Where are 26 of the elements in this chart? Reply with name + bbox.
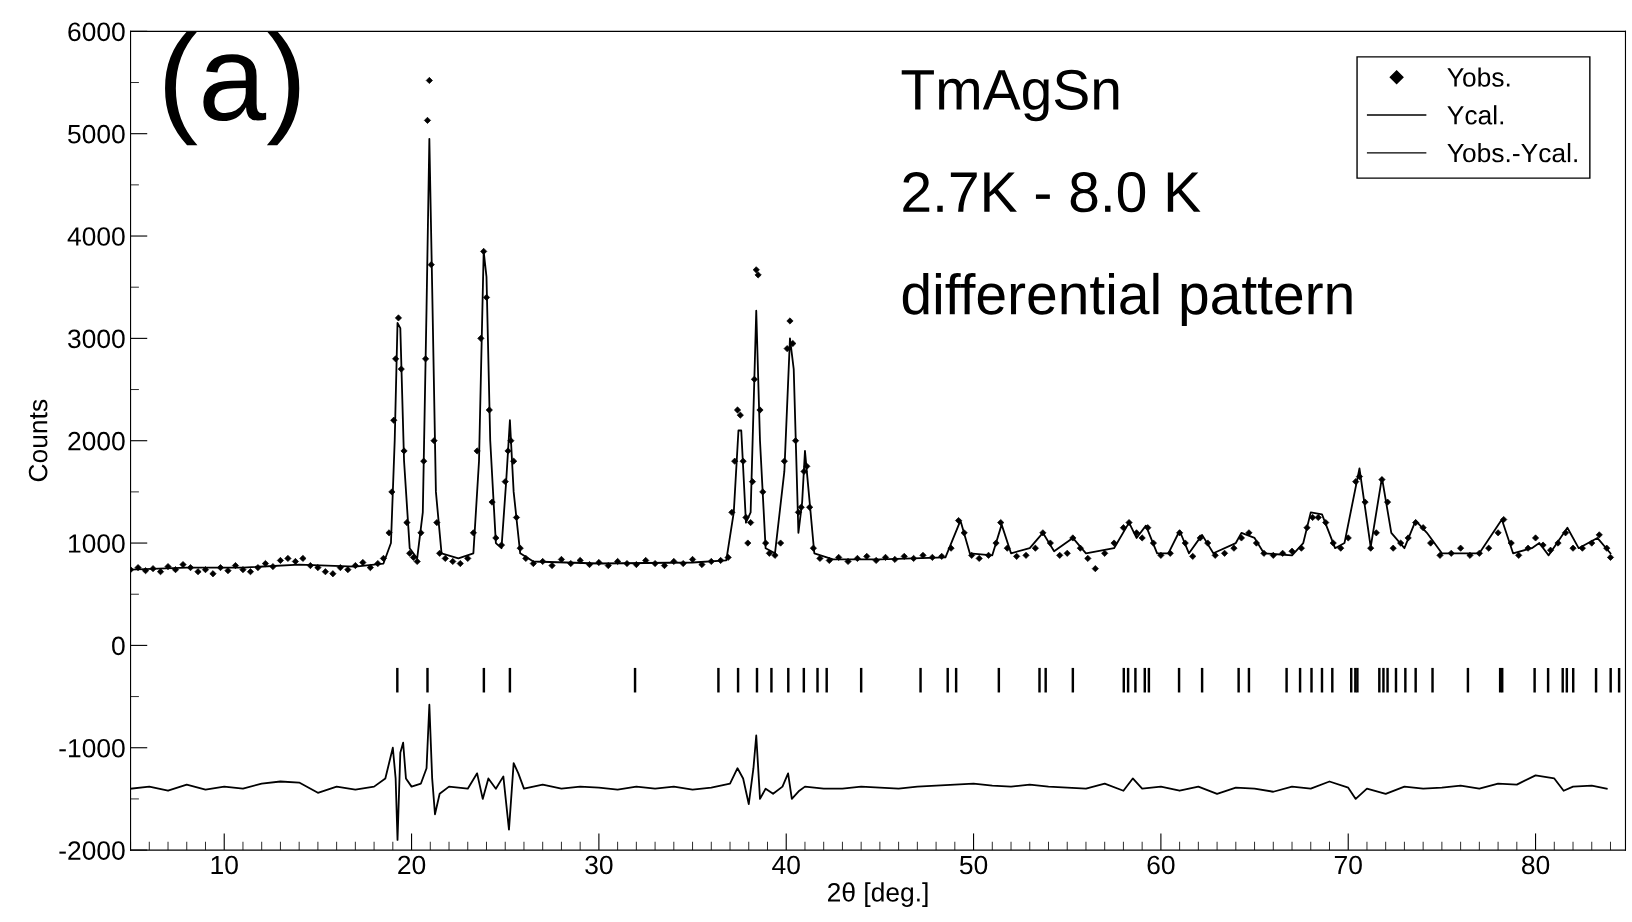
y-tick-label: -1000: [59, 738, 125, 758]
y-tick-label: 6000: [68, 22, 125, 42]
x-tick-label: 40: [772, 855, 800, 875]
y-tick-label: -2000: [59, 841, 125, 860]
legend-label: Yobs.-Ycal.: [1447, 142, 1577, 163]
y-tick-label: 3000: [68, 329, 125, 349]
x-tick-label: 70: [1334, 855, 1362, 875]
y-axis-title: Counts: [28, 399, 48, 482]
x-axis-title: 2θ [deg.]: [827, 882, 928, 907]
annotation: differential pattern: [902, 272, 1352, 326]
legend-label: Ycal.: [1447, 105, 1504, 125]
annotation: 2.7K - 8.0 K: [903, 172, 1201, 213]
x-tick-label: 50: [959, 855, 988, 875]
x-tick-label: 10: [211, 855, 238, 875]
annotation: (a): [165, 31, 300, 146]
x-tick-label: 80: [1522, 855, 1550, 875]
y-tick-label: 4000: [67, 227, 125, 246]
x-tick-label: 30: [585, 855, 613, 875]
annotation: TmAgSn: [901, 69, 1119, 122]
legend-label: Yobs.: [1447, 67, 1510, 87]
y-tick-label: 2000: [68, 431, 125, 451]
y-tick-label: 5000: [68, 124, 125, 144]
y-tick-label: 0: [112, 636, 125, 656]
x-tick-label: 60: [1147, 855, 1175, 875]
y-tick-label: 1000: [69, 534, 125, 553]
x-tick-label: 20: [398, 855, 426, 875]
